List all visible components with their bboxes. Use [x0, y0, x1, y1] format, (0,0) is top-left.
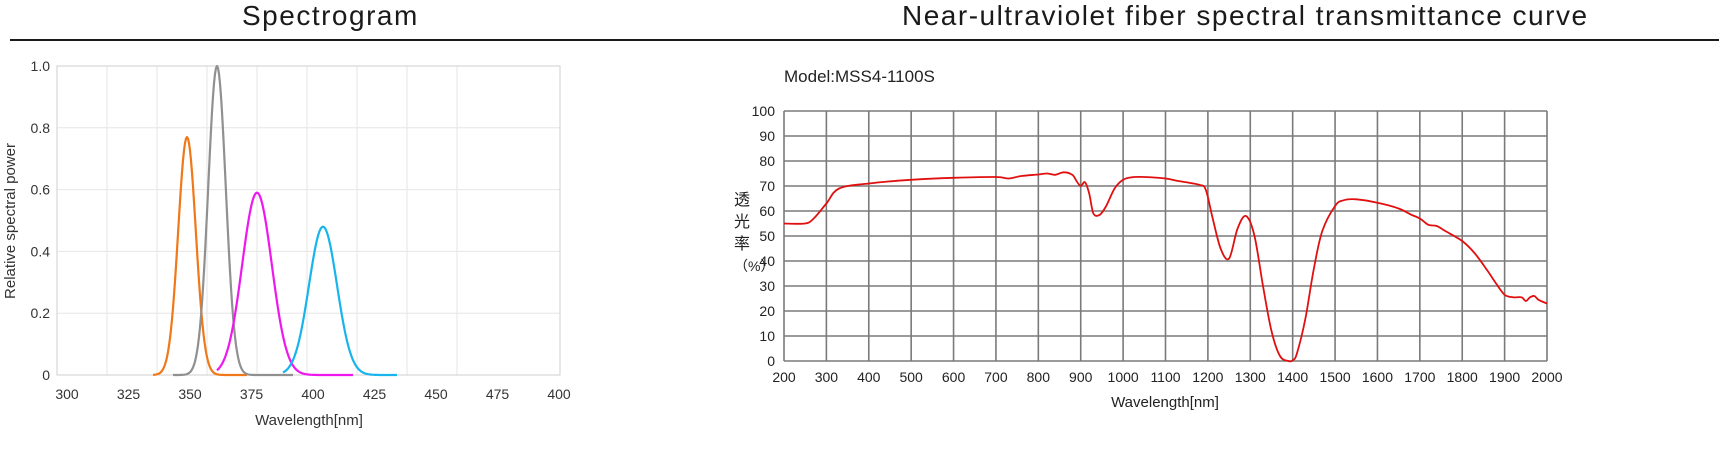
x-tick-label: 350 — [178, 386, 202, 402]
x-axis-label: Wavelength[nm] — [1111, 394, 1219, 411]
y-tick-label: 0.2 — [31, 305, 51, 321]
y-axis-label-char: 光 — [734, 213, 750, 231]
x-tick-label: 900 — [1069, 369, 1093, 385]
transmittance-series-line — [783, 171, 1548, 363]
x-tick-label: 1200 — [1192, 369, 1223, 385]
x-tick-label: 300 — [815, 369, 839, 385]
header-divider — [10, 39, 1719, 41]
x-tick-label: 450 — [424, 386, 448, 402]
x-tick-label: 1800 — [1447, 369, 1478, 385]
y-tick-label: 0 — [42, 367, 50, 383]
x-tick-label: 600 — [942, 369, 966, 385]
x-tick-label: 1900 — [1489, 369, 1520, 385]
y-axis-label-unit: （%） — [734, 258, 774, 274]
y-tick-label: 50 — [759, 228, 775, 244]
x-tick-label: 800 — [1027, 369, 1051, 385]
x-tick-label: 400 — [857, 369, 881, 385]
y-tick-label: 90 — [759, 128, 775, 144]
x-tick-label: 475 — [486, 386, 510, 402]
x-tick-label: 425 — [363, 386, 387, 402]
x-tick-label: 2000 — [1531, 369, 1562, 385]
x-tick-label: 1600 — [1362, 369, 1393, 385]
spectrum-series-line — [152, 136, 248, 377]
x-tick-label: 700 — [984, 369, 1008, 385]
x-tick-label: 375 — [240, 386, 264, 402]
right-chart-title: Near-ultraviolet fiber spectral transmit… — [902, 0, 1589, 31]
y-axis-label: Relative spectral power — [2, 143, 19, 299]
x-axis-label: Wavelength[nm] — [255, 412, 363, 429]
x-tick-label: 1000 — [1108, 369, 1139, 385]
x-tick-label: 200 — [772, 369, 796, 385]
y-tick-label: 0.8 — [31, 120, 51, 136]
y-tick-label: 100 — [752, 103, 776, 119]
left-chart-title: Spectrogram — [242, 0, 419, 31]
y-tick-label: 20 — [759, 303, 775, 319]
y-tick-label: 80 — [759, 153, 775, 169]
x-tick-label: 400 — [547, 386, 571, 402]
x-tick-label: 400 — [301, 386, 325, 402]
y-tick-label: 30 — [759, 278, 775, 294]
y-axis-label-char: 率 — [734, 235, 750, 253]
y-tick-label: 10 — [759, 328, 775, 344]
x-tick-label: 1400 — [1277, 369, 1308, 385]
y-tick-label: 60 — [759, 203, 775, 219]
x-tick-label: 1100 — [1150, 369, 1180, 385]
spectrum-series-line — [282, 225, 398, 377]
x-tick-label: 1700 — [1404, 369, 1435, 385]
x-tick-label: 500 — [899, 369, 923, 385]
y-tick-label: 0.6 — [31, 182, 51, 198]
x-tick-label: 300 — [55, 386, 79, 402]
y-tick-label: 0.4 — [31, 243, 51, 259]
x-tick-label: 1500 — [1319, 369, 1350, 385]
y-axis-label: 透光率 （%） — [734, 191, 774, 274]
y-tick-label: 1.0 — [31, 58, 51, 74]
x-tick-label: 1300 — [1235, 369, 1266, 385]
y-axis-label-char: 透 — [734, 191, 750, 209]
x-tick-label: 325 — [117, 386, 141, 402]
spectrum-series-line — [172, 64, 294, 377]
y-tick-label: 70 — [759, 178, 775, 194]
model-subtitle: Model:MSS4-1100S — [784, 67, 935, 86]
y-tick-label: 40 — [759, 253, 775, 269]
spectrum-series-line — [216, 191, 354, 377]
spectrogram-chart: 0 0.2 0.4 0.6 0.8 1.0 300 325 350 375 400 425 450 475… — [2, 58, 571, 429]
y-tick-label: 0 — [767, 353, 775, 369]
